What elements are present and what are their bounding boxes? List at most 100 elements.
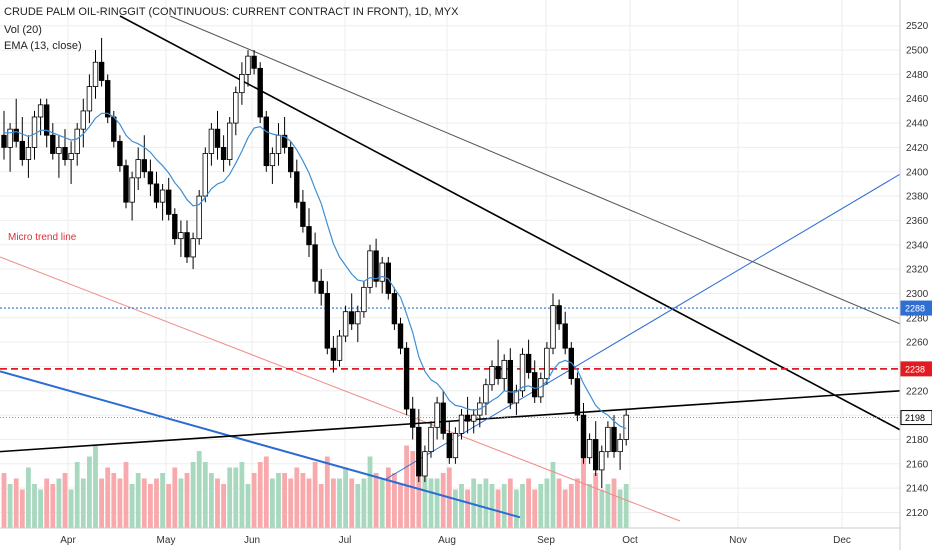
candle-body (300, 201, 306, 227)
candle-body (336, 335, 343, 361)
candle-body (25, 147, 32, 160)
volume-bar (190, 462, 196, 528)
price-badge-label: 2198 (905, 413, 925, 423)
candle-body (196, 195, 202, 240)
volume-bar (532, 489, 538, 528)
x-tick-label: Jun (244, 535, 260, 546)
volume-bar (74, 462, 80, 528)
y-tick-label: 2120 (906, 508, 929, 519)
y-tick-label: 2160 (906, 459, 929, 470)
candle-body (532, 372, 538, 398)
volume-bar (611, 478, 617, 528)
x-tick-label: Dec (833, 535, 851, 546)
volume-bar (50, 484, 56, 528)
volume-bar (556, 478, 562, 528)
candle-body (434, 402, 440, 428)
trend-lines (0, 15, 901, 522)
price-badge (900, 410, 932, 426)
black-support-line (0, 389, 901, 453)
candle-body (422, 451, 428, 477)
candle-body (586, 439, 593, 459)
badges: 2288 2238 2198 (900, 300, 932, 426)
volume-bar (129, 484, 135, 528)
volume-bar (593, 473, 599, 528)
candle-body (153, 183, 160, 203)
candle-body (281, 134, 288, 148)
volume-bar (282, 473, 287, 528)
candle-body (257, 67, 263, 118)
candle-body (159, 189, 166, 203)
volume-bar (227, 467, 233, 528)
ema-line-group (4, 112, 627, 430)
volume-bar (270, 478, 275, 528)
candle-body (556, 305, 562, 325)
volume-bar (495, 489, 501, 528)
y-tick-label: 2460 (906, 94, 929, 105)
volume-bar (80, 478, 86, 528)
volume-bar (99, 478, 104, 528)
volume-bar (428, 478, 434, 528)
ema-indicator-label[interactable]: EMA (13, close) (4, 40, 82, 52)
volume-bar (440, 473, 446, 528)
candle-body (19, 140, 25, 160)
volume-bar (355, 484, 361, 528)
price-badge (900, 361, 932, 377)
candle-body (361, 286, 367, 313)
volume-bar (154, 478, 159, 528)
candle-body (367, 250, 373, 288)
candle-body (74, 128, 80, 154)
candle-body (172, 213, 178, 240)
volume-bar (166, 484, 172, 528)
x-tick-label: Jul (339, 535, 352, 546)
grey-downtrend-line (169, 15, 901, 325)
candle-body (464, 414, 471, 422)
candle-body (263, 116, 269, 167)
y-tick-label: 2500 (906, 46, 929, 57)
candle-body (483, 384, 489, 404)
ema-line (4, 112, 627, 430)
candle-body (342, 311, 349, 337)
volume-bar (87, 456, 92, 528)
candle-body (446, 432, 452, 459)
candle-body (202, 153, 208, 197)
volume-bar (184, 473, 190, 528)
volume-bar (306, 478, 312, 528)
volume-bar (160, 473, 165, 528)
candle-body (403, 347, 410, 410)
candle-body (56, 147, 62, 154)
volume-indicator-label[interactable]: Vol (20) (4, 24, 42, 36)
price-badge (900, 300, 932, 316)
candle-body (525, 353, 532, 373)
volume-bar (202, 462, 208, 528)
volume-bar (410, 451, 416, 528)
volume-bar (331, 478, 336, 528)
volume-bar (276, 473, 281, 528)
volume-bar (135, 473, 141, 528)
volume-bars (1, 445, 629, 528)
volume-bar (123, 462, 129, 528)
candle-body (147, 171, 154, 185)
candle-body (605, 426, 611, 453)
volume-bar (105, 467, 111, 528)
candle-body (611, 426, 617, 453)
candle-body (452, 432, 459, 459)
chart-title: CRUDE PALM OIL-RINGGIT (CONTINUOUS: CURR… (4, 6, 459, 18)
x-tick-label: May (157, 535, 176, 546)
candle-body (355, 311, 361, 325)
volume-bar (367, 456, 373, 528)
volume-bar (62, 473, 68, 528)
candle-body (123, 165, 129, 203)
volume-bar (489, 484, 495, 528)
y-tick-label: 2180 (906, 435, 929, 446)
volume-bar (19, 489, 25, 528)
candle-body (62, 147, 68, 160)
volume-bar (514, 489, 519, 528)
candle-body (80, 110, 86, 130)
candle-body (129, 177, 135, 203)
volume-bar (26, 467, 31, 528)
blue-uptrend-line (384, 173, 901, 481)
volume-bar (507, 478, 513, 528)
candle-body (519, 353, 526, 392)
volume-bar (526, 478, 531, 528)
